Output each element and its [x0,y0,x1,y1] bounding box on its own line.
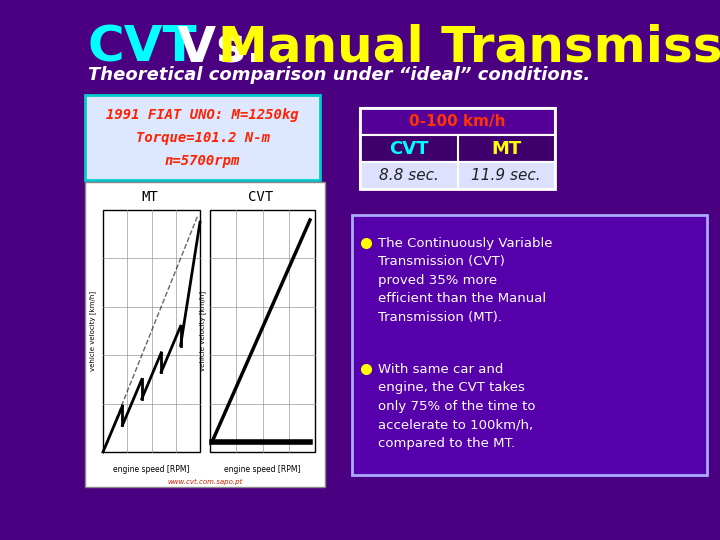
Text: CVT: CVT [389,139,428,158]
Text: 11.9 sec.: 11.9 sec. [472,168,541,183]
Text: CVT: CVT [88,24,197,72]
Text: MT: MT [491,139,521,158]
Text: The Continuously Variable
Transmission (CVT)
proved 35% more
efficient than the : The Continuously Variable Transmission (… [378,237,552,324]
Text: Torque=101.2 N-m: Torque=101.2 N-m [135,131,269,145]
Bar [85,182,325,487]
Text: Theoretical comparison under “ideal” conditions.: Theoretical comparison under “ideal” con… [88,66,590,84]
Text: vehicle velocity [km/h]: vehicle velocity [km/h] [89,291,96,371]
Bar [360,108,555,189]
Text: 1991 FIAT UNO: M=1250kg: 1991 FIAT UNO: M=1250kg [106,108,299,122]
Bar [85,95,320,180]
Bar [103,210,200,452]
Text: MT: MT [141,190,158,204]
Bar [352,215,707,475]
Text: engine speed [RPM]: engine speed [RPM] [113,464,190,474]
Bar [210,210,315,452]
Text: With same car and
engine, the CVT takes
only 75% of the time to
accelerate to 10: With same car and engine, the CVT takes … [378,363,536,450]
Bar [360,108,555,135]
Text: Vs.: Vs. [160,24,282,72]
Text: www.cvt.com.sapo.pt: www.cvt.com.sapo.pt [167,479,243,485]
Text: CVT: CVT [248,190,273,204]
Text: vehicle velocity [km/h]: vehicle velocity [km/h] [199,291,207,371]
Text: n=5700rpm: n=5700rpm [165,154,240,168]
Text: Manual Transmission: Manual Transmission [218,24,720,72]
Bar [360,162,555,189]
Text: engine speed [RPM]: engine speed [RPM] [224,464,301,474]
Text: 8.8 sec.: 8.8 sec. [379,168,438,183]
Text: 0-100 km/h: 0-100 km/h [409,114,505,129]
Bar [360,135,555,162]
